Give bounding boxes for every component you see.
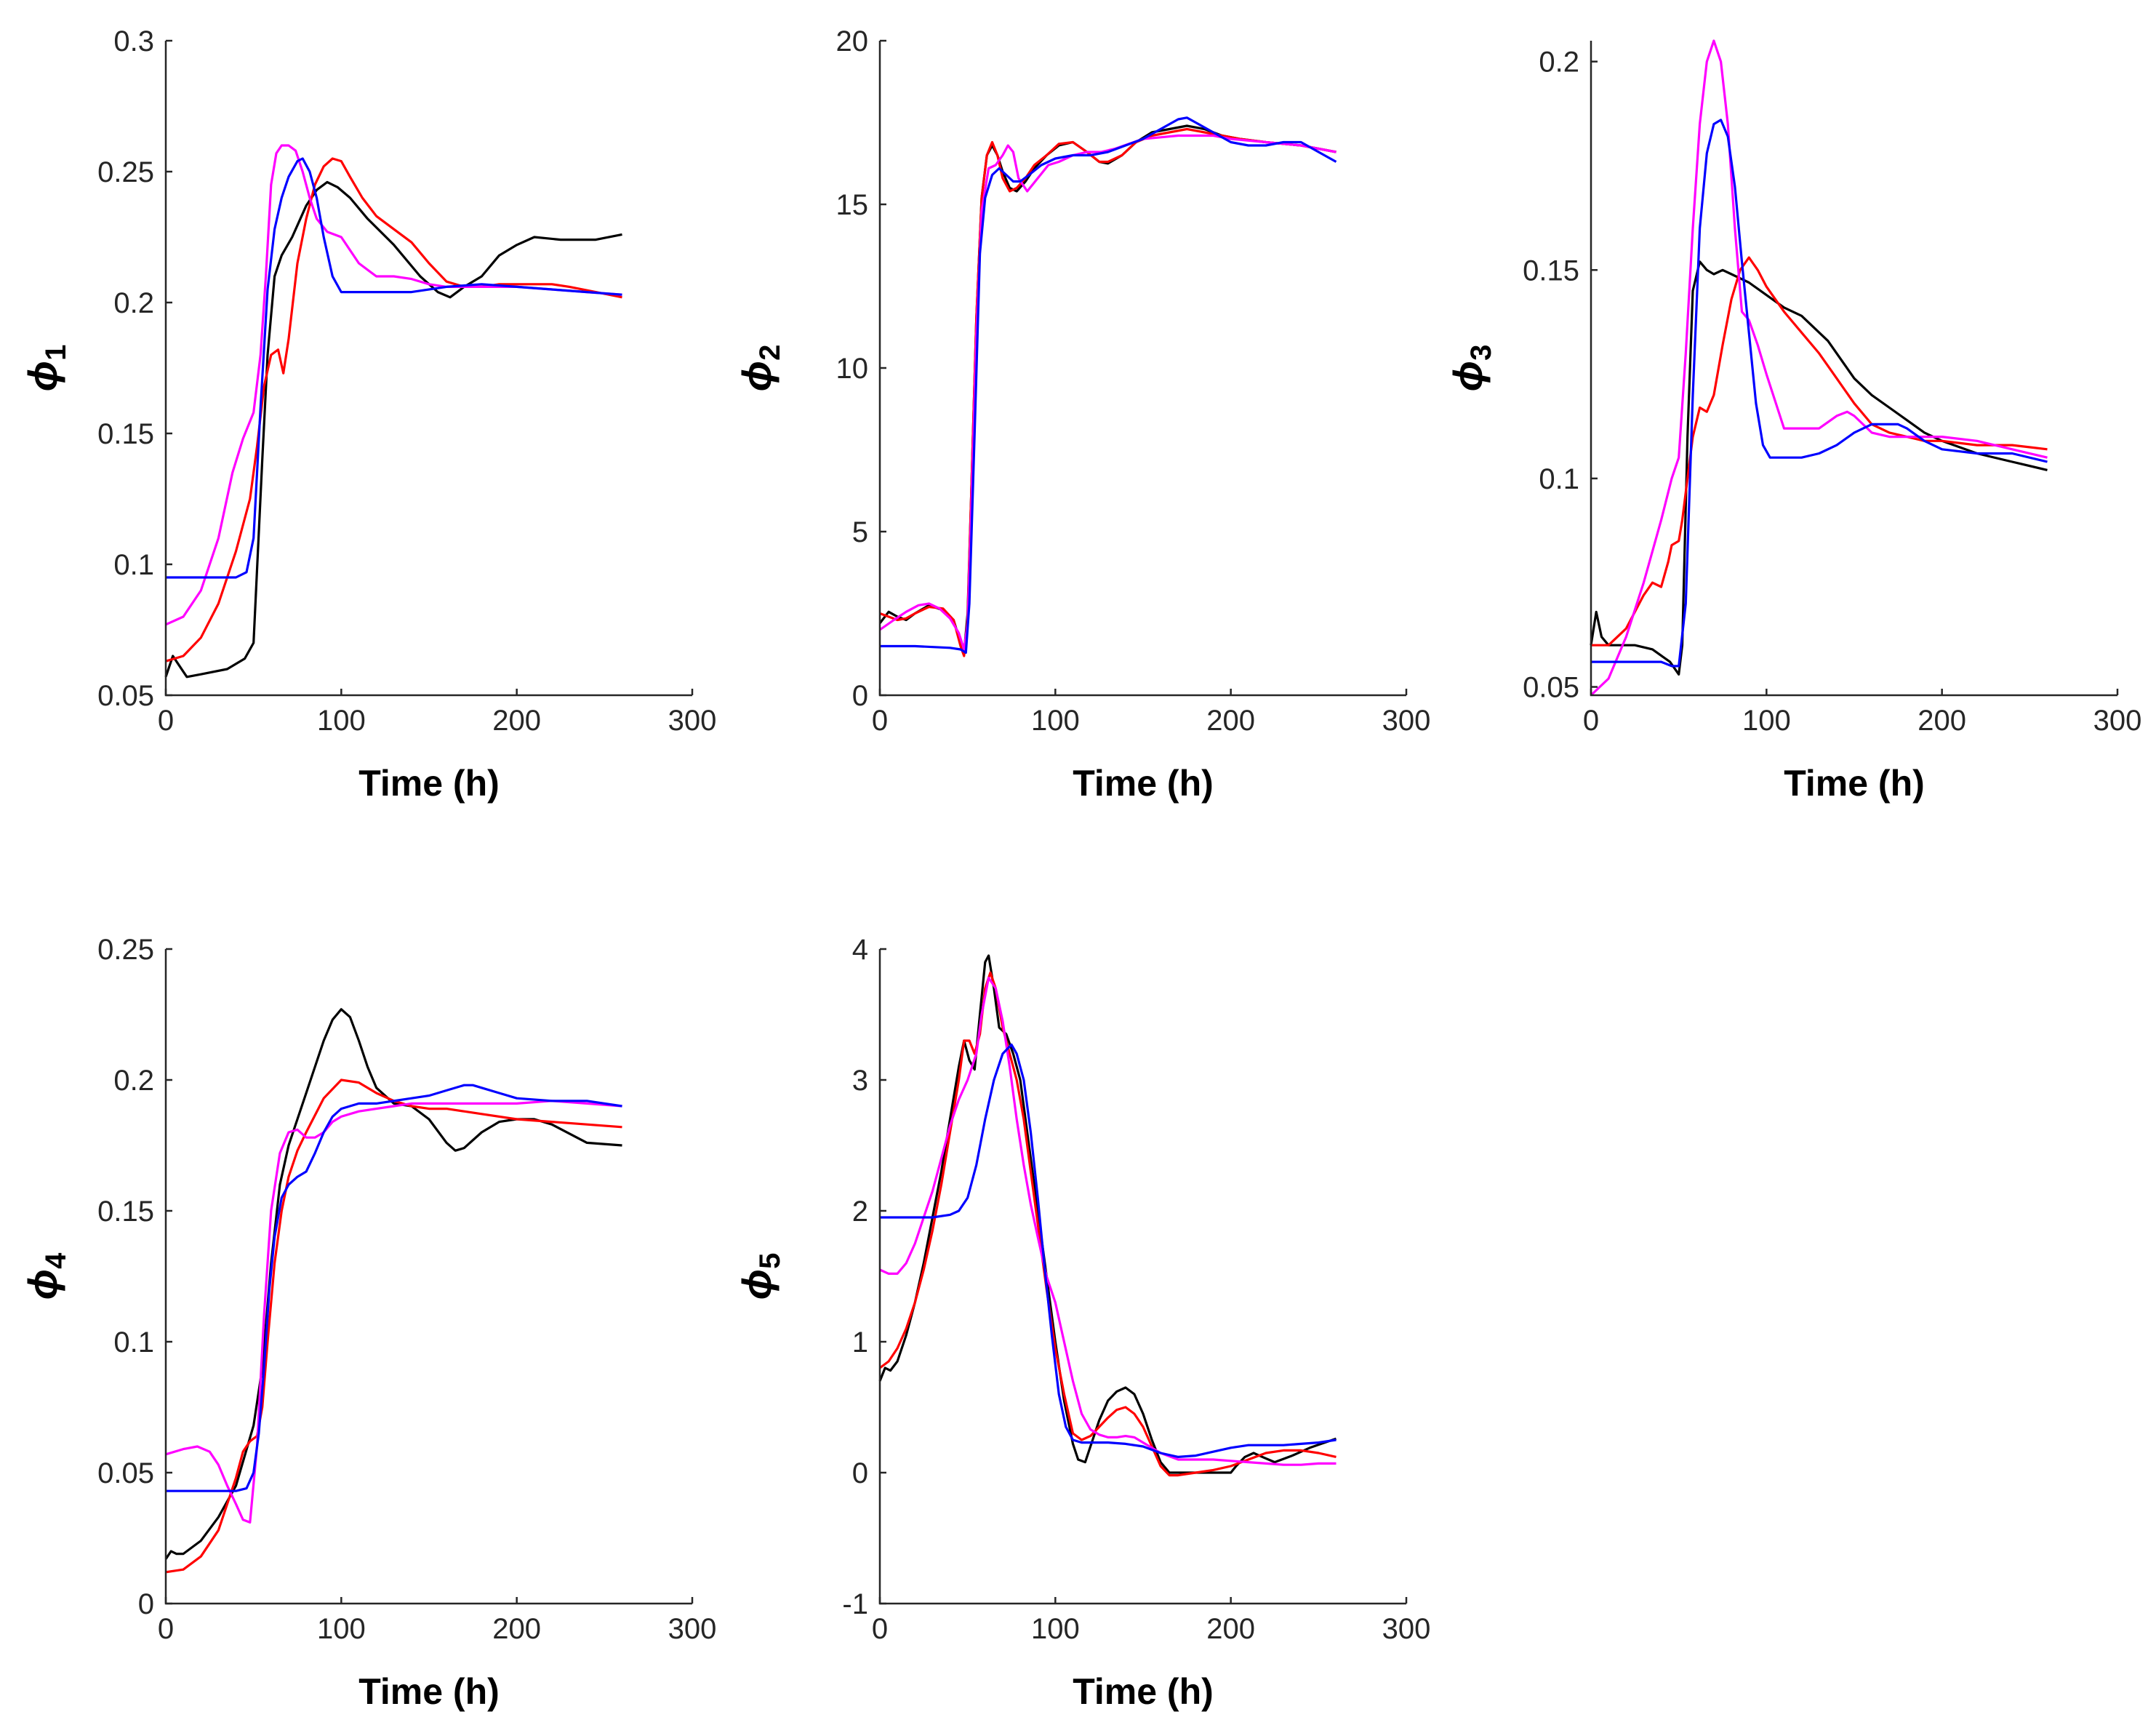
y-tick-label: 2 (852, 1196, 868, 1228)
y-tick-label: 0 (138, 1588, 154, 1620)
y-tick-label: 0.05 (1523, 672, 1579, 704)
y-axis-label: ϕ1 (20, 345, 72, 392)
y-axis-label-symbol: ϕ (734, 1269, 780, 1300)
y-axis-label-symbol: ϕ (20, 361, 65, 391)
y-axis-label-subscript: 3 (1465, 345, 1497, 361)
series-line-magenta (879, 977, 1337, 1466)
y-tick-label: 0.15 (97, 418, 154, 450)
series-line-red (165, 1078, 622, 1574)
series-line-magenta (879, 134, 1337, 651)
y-tick-label: 0.15 (97, 1196, 154, 1228)
x-axis-label: Time (h) (1073, 763, 1214, 804)
y-tick-label: 0.15 (1523, 255, 1579, 287)
x-tick-label: 200 (1206, 705, 1255, 737)
subplot-3: 0 100 200 300 0.05 0.1 0.15 0.2 Time (h) ϕ3 (1445, 39, 2142, 804)
series-line-blue (166, 157, 622, 579)
y-axis-label-symbol: ϕ (734, 361, 780, 391)
series-line-red (1591, 256, 2048, 647)
y-tick-label: 0.1 (113, 549, 154, 581)
series-line-magenta (1590, 39, 2048, 697)
x-tick-label: 200 (492, 705, 541, 737)
x-tick-label: 100 (1031, 1613, 1080, 1645)
x-tick-label: 0 (872, 1613, 888, 1645)
subplot-1: 0 100 200 300 0.05 0.1 0.15 0.2 0.25 0.3 Time (h) ϕ… (20, 25, 716, 804)
y-axis-label: ϕ2 (734, 345, 786, 392)
y-tick-label: 0.1 (113, 1326, 154, 1358)
y-tick-label: 0.05 (97, 1457, 154, 1489)
series-line-blue (166, 1084, 622, 1492)
y-tick-label: 0.3 (113, 25, 154, 57)
series-line-red (879, 127, 1337, 657)
series-line-red (165, 157, 622, 663)
series-line-blue (880, 1043, 1337, 1458)
x-tick-label: 300 (2093, 705, 2142, 737)
y-axis-label-subscript: 4 (40, 1252, 72, 1269)
y-tick-label: 0.25 (97, 156, 154, 188)
subplot-2: 0 100 200 300 0 5 10 15 20 Time (h) ϕ2 (734, 25, 1430, 804)
y-tick-label: 0 (852, 680, 868, 712)
x-tick-label: 300 (668, 705, 717, 737)
y-axis-label-subscript: 1 (40, 345, 72, 361)
x-tick-label: 300 (1382, 1613, 1431, 1645)
x-tick-label: 300 (1382, 705, 1431, 737)
y-tick-label: 1 (852, 1326, 868, 1358)
x-tick-label: 200 (492, 1613, 541, 1645)
x-tick-label: 0 (158, 1613, 174, 1645)
x-tick-label: 100 (1031, 705, 1080, 737)
subplot-4: 0 100 200 300 0 0.05 0.1 0.15 0.2 0.25 Time (h) ϕ4 (20, 934, 716, 1712)
y-tick-label: 5 (852, 516, 868, 548)
y-axis-label: ϕ5 (734, 1253, 786, 1300)
series-line-blue (1591, 119, 2048, 668)
y-tick-label: 3 (852, 1065, 868, 1097)
y-tick-label: 0.2 (1539, 47, 1579, 79)
y-tick-label: 10 (836, 353, 869, 385)
x-axis-label: Time (h) (358, 1671, 500, 1712)
x-tick-label: 200 (1206, 1613, 1255, 1645)
y-tick-label: 4 (852, 934, 868, 966)
x-tick-label: 100 (1742, 705, 1791, 737)
series-line-magenta (165, 1100, 622, 1524)
y-tick-label: 0.05 (97, 680, 154, 712)
y-tick-label: 0.25 (97, 934, 154, 966)
y-tick-label: -1 (842, 1588, 868, 1620)
series-line-blue (880, 116, 1337, 655)
y-tick-label: 0.1 (1539, 463, 1579, 495)
y-axis-label: ϕ4 (20, 1252, 72, 1300)
y-axis-label: ϕ3 (1445, 345, 1497, 392)
x-axis-label: Time (h) (1073, 1671, 1214, 1712)
y-axis-label-symbol: ϕ (20, 1269, 65, 1300)
y-tick-label: 0.2 (113, 287, 154, 319)
y-axis-label-subscript: 2 (754, 345, 786, 361)
y-tick-label: 0.2 (113, 1065, 154, 1097)
y-tick-label: 15 (836, 189, 869, 221)
x-tick-label: 0 (1583, 705, 1599, 737)
x-tick-label: 0 (872, 705, 888, 737)
x-axis-label: Time (h) (1784, 763, 1925, 804)
y-axis-label-symbol: ϕ (1445, 361, 1491, 391)
y-tick-label: 20 (836, 25, 869, 57)
y-axis-label-subscript: 5 (754, 1253, 786, 1269)
series-line-black (164, 180, 622, 679)
series-line-black (1590, 260, 2048, 676)
x-tick-label: 100 (317, 705, 366, 737)
x-axis-label: Time (h) (358, 763, 500, 804)
series-line-magenta (165, 144, 622, 626)
y-tick-label: 0 (852, 1457, 868, 1489)
x-tick-label: 0 (158, 705, 174, 737)
x-tick-label: 200 (1917, 705, 1966, 737)
x-tick-label: 100 (317, 1613, 366, 1645)
x-tick-label: 300 (668, 1613, 717, 1645)
